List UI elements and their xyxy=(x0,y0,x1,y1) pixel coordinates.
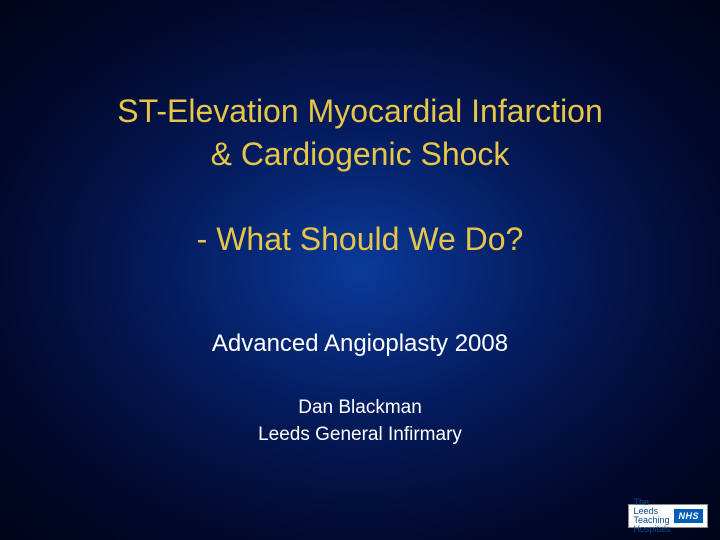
author-block: Dan Blackman Leeds General Infirmary xyxy=(0,395,720,448)
subtitle-block: Advanced Angioplasty 2008 xyxy=(0,330,720,358)
presentation-slide: ST-Elevation Myocardial Infarction & Car… xyxy=(0,0,720,540)
author-name: Dan Blackman xyxy=(0,395,720,422)
footer-org-text: The Leeds Teaching Hospitals xyxy=(633,498,670,534)
author-affiliation: Leeds General Infirmary xyxy=(0,422,720,449)
nhs-badge: NHS xyxy=(674,509,703,523)
title-block: ST-Elevation Myocardial Infarction & Car… xyxy=(0,90,720,262)
title-line-1: ST-Elevation Myocardial Infarction xyxy=(60,90,660,133)
title-line-2: & Cardiogenic Shock xyxy=(60,133,660,176)
subtitle-text: Advanced Angioplasty 2008 xyxy=(0,330,720,358)
footer-logo: The Leeds Teaching Hospitals NHS xyxy=(628,504,708,528)
title-line-3: - What Should We Do? xyxy=(60,218,660,261)
